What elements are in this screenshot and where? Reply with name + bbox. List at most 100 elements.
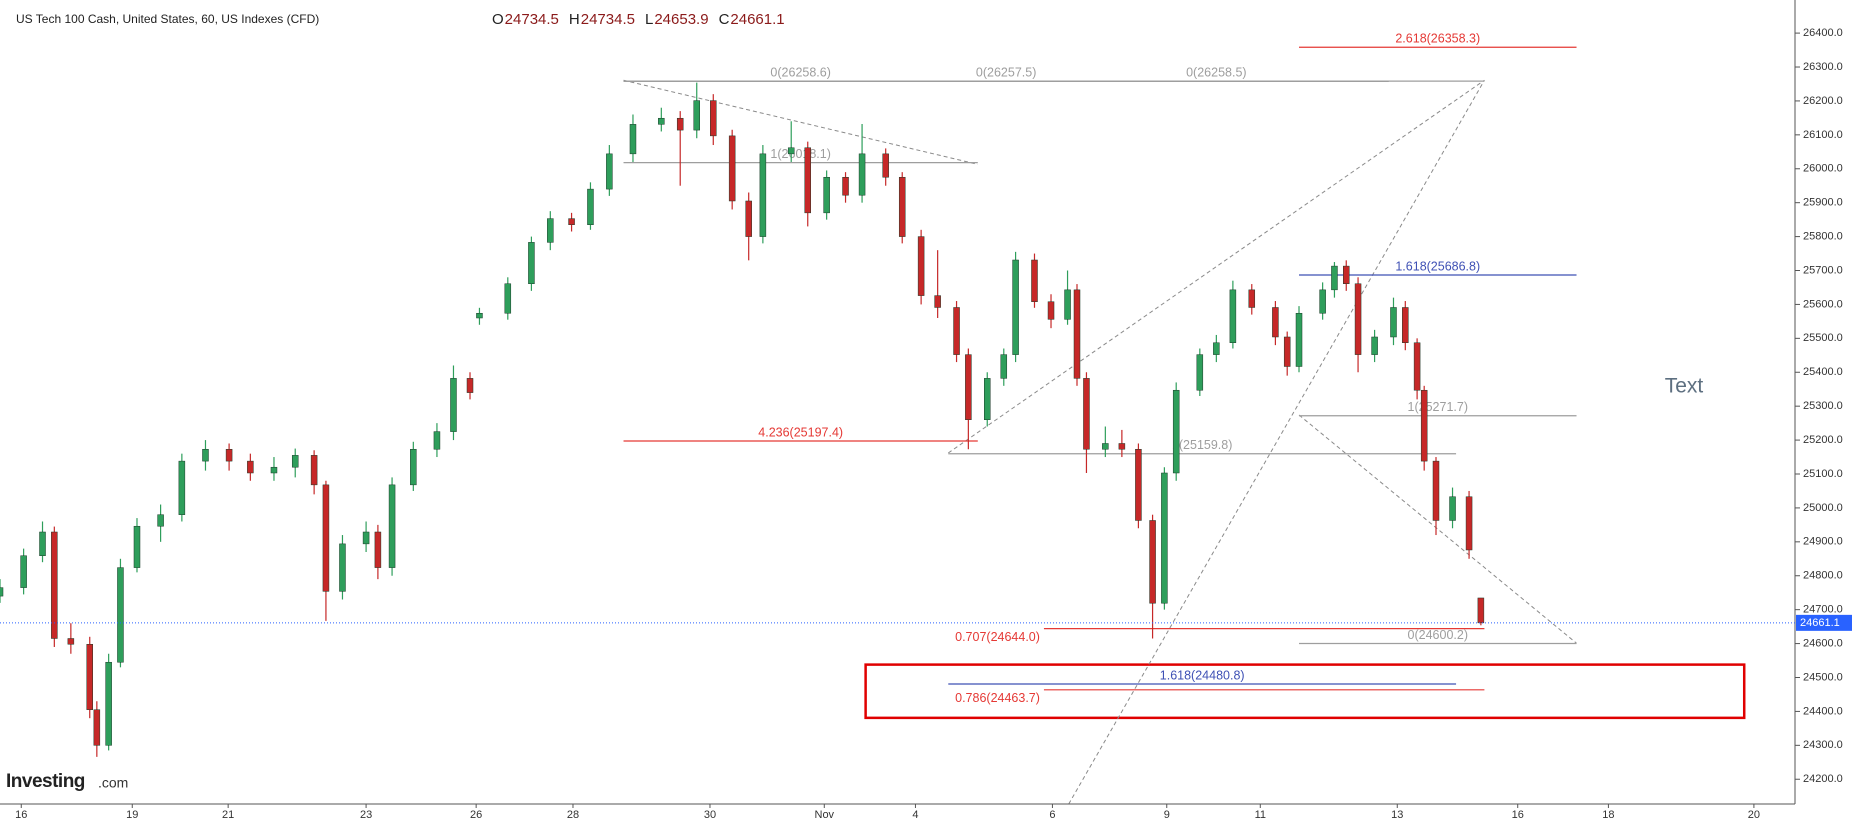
ohlc-field: L bbox=[645, 11, 653, 28]
last-price-box bbox=[1796, 614, 1852, 631]
ohlc-value: 24661.1 bbox=[730, 11, 784, 28]
candle-body bbox=[466, 378, 474, 393]
candle-body bbox=[629, 124, 637, 155]
candle-body bbox=[374, 531, 382, 568]
x-tick-label: 13 bbox=[1391, 809, 1403, 821]
candle-body bbox=[1432, 460, 1440, 521]
candle-body bbox=[842, 176, 849, 196]
x-tick-label: Nov bbox=[815, 809, 835, 821]
y-tick-label: 24400.0 bbox=[1803, 705, 1843, 717]
fib-label: 0(24600.2) bbox=[1408, 628, 1468, 642]
candle-body bbox=[710, 100, 717, 137]
trend-line bbox=[623, 79, 978, 165]
fib-label: 4.236(25197.4) bbox=[758, 425, 843, 439]
fib-label: 0.707(24644.0) bbox=[955, 630, 1040, 644]
fib-label: 1.618(25686.8) bbox=[1395, 259, 1480, 273]
candle-body bbox=[1161, 472, 1168, 604]
fib-label: 0(26257.5) bbox=[976, 66, 1036, 80]
candle-body bbox=[606, 153, 613, 190]
candle-body bbox=[1083, 378, 1090, 450]
candle-body bbox=[133, 525, 141, 568]
header: US Tech 100 Cash, United States, 60, US … bbox=[16, 11, 785, 28]
candle-body bbox=[1354, 283, 1362, 355]
candle-body bbox=[1402, 307, 1409, 343]
candle-body bbox=[362, 531, 370, 545]
x-tick-label: 16 bbox=[15, 809, 27, 821]
x-tick-label: 23 bbox=[360, 809, 372, 821]
candle-body bbox=[388, 484, 396, 568]
y-tick-label: 25700.0 bbox=[1803, 264, 1843, 276]
candle-body bbox=[247, 460, 254, 474]
x-tick-label: 18 bbox=[1602, 809, 1614, 821]
candle-body bbox=[1229, 289, 1237, 343]
y-tick-label: 26300.0 bbox=[1803, 61, 1843, 73]
x-tick-label: 11 bbox=[1255, 809, 1266, 821]
candle-body bbox=[67, 638, 75, 645]
candle-body bbox=[1272, 307, 1279, 338]
y-tick-label: 24500.0 bbox=[1803, 671, 1843, 683]
y-tick-label: 25600.0 bbox=[1803, 298, 1843, 310]
candle-body bbox=[804, 147, 811, 214]
candle-body bbox=[1149, 520, 1156, 604]
candle-body bbox=[339, 543, 346, 592]
candle-body bbox=[1295, 312, 1303, 367]
fib-label: 0(26258.5) bbox=[1186, 65, 1246, 79]
candle-body bbox=[93, 709, 101, 746]
plot-area: 2.618(26358.3) 0(26258.6) 0(26257.5) 0(2625… bbox=[0, 32, 1746, 805]
candle-body bbox=[528, 242, 535, 284]
candle-body bbox=[953, 307, 960, 355]
candle-body bbox=[157, 514, 164, 527]
candle-body bbox=[934, 295, 941, 308]
candle-body bbox=[1213, 342, 1220, 355]
candle-body bbox=[39, 531, 46, 556]
candle-body bbox=[693, 100, 700, 131]
candle-body bbox=[858, 153, 866, 196]
candle-body bbox=[882, 153, 889, 178]
fib-label: 1.618(24480.8) bbox=[1160, 668, 1245, 682]
trend-line bbox=[1298, 414, 1577, 644]
highlight-box bbox=[864, 663, 1746, 720]
candle-body bbox=[1248, 289, 1256, 308]
y-tick-label: 25400.0 bbox=[1803, 366, 1843, 378]
logo: Investing .com bbox=[6, 771, 128, 792]
y-tick-label: 24900.0 bbox=[1803, 536, 1843, 548]
ohlc-value: 24734.5 bbox=[505, 11, 559, 28]
candle-body bbox=[178, 460, 186, 515]
candle-body bbox=[1319, 289, 1326, 314]
candle-body bbox=[225, 448, 233, 462]
annotation: Text bbox=[1665, 374, 1704, 397]
chart-title: US Tech 100 Cash, United States, 60, US … bbox=[16, 12, 319, 26]
x-tick-label: 21 bbox=[222, 809, 234, 821]
y-tick-label: 24700.0 bbox=[1803, 604, 1843, 616]
y-tick-label: 26200.0 bbox=[1803, 95, 1843, 107]
candle-body bbox=[898, 176, 906, 237]
candle-body bbox=[787, 147, 795, 155]
candle-body bbox=[823, 176, 830, 214]
y-tick-label: 24200.0 bbox=[1803, 773, 1843, 785]
candle-body bbox=[1196, 354, 1204, 391]
ohlc-value: 24653.9 bbox=[654, 11, 708, 28]
x-tick-label: 28 bbox=[567, 809, 579, 821]
candle-body bbox=[20, 555, 27, 588]
fib-label: 2.618(26358.3) bbox=[1395, 32, 1480, 46]
fib-label: 1(26018.1) bbox=[770, 147, 830, 161]
x-tick-label: 4 bbox=[912, 809, 918, 821]
candle-body bbox=[759, 153, 767, 237]
candle-body bbox=[1012, 259, 1019, 355]
candle-body bbox=[1449, 496, 1456, 521]
y-tick-label: 25300.0 bbox=[1803, 400, 1843, 412]
x-tick-label: 9 bbox=[1164, 809, 1170, 821]
candle-body bbox=[476, 312, 483, 319]
candle-body bbox=[270, 466, 278, 474]
ohlc-field: O bbox=[492, 11, 504, 28]
y-tick-label: 25500.0 bbox=[1803, 332, 1843, 344]
candle-body bbox=[322, 484, 330, 592]
candle-body bbox=[51, 531, 58, 639]
candle-body bbox=[410, 448, 417, 486]
x-tick-label: 26 bbox=[470, 809, 482, 821]
fib-label: 1(25271.7) bbox=[1408, 400, 1468, 414]
y-tick-label: 24600.0 bbox=[1803, 637, 1843, 649]
ohlc-value: 24734.5 bbox=[581, 11, 635, 28]
